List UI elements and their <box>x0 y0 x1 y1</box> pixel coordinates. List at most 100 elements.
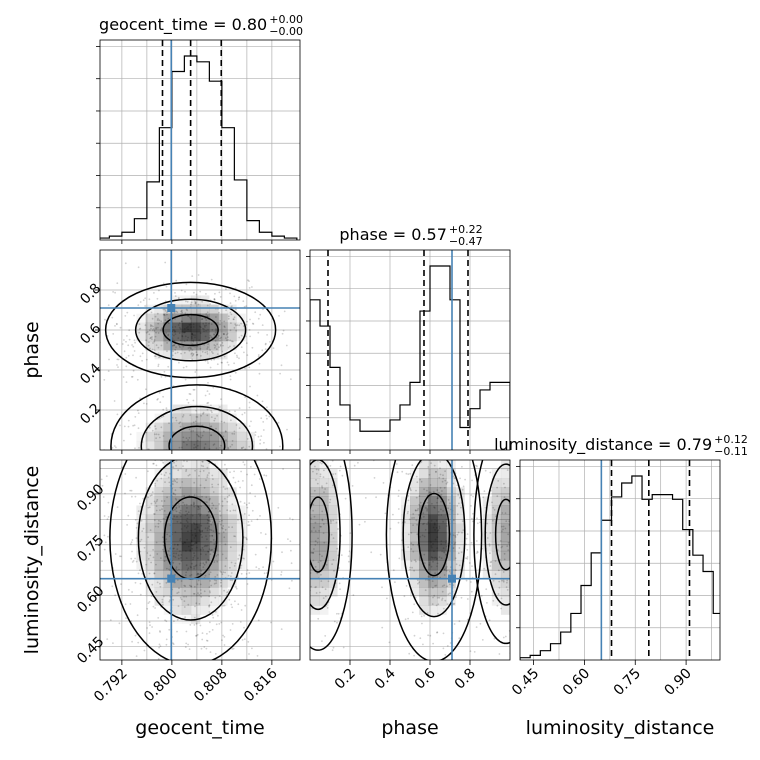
density-luminosity_distance-vs-phase-point <box>442 477 445 480</box>
density-luminosity_distance-vs-geocent_time-point <box>209 553 212 556</box>
density-luminosity_distance-vs-phase-point <box>440 493 443 496</box>
density-luminosity_distance-vs-phase-point <box>489 471 492 474</box>
density-luminosity_distance-vs-geocent_time-point <box>178 506 181 508</box>
density-phase-vs-geocent_time-point <box>139 397 142 400</box>
density-luminosity_distance-vs-phase-cell <box>310 523 320 534</box>
density-luminosity_distance-vs-phase-point <box>513 589 515 591</box>
density-luminosity_distance-vs-phase-point <box>307 534 309 536</box>
density-luminosity_distance-vs-phase-point <box>454 536 457 538</box>
density-phase-vs-geocent_time-point <box>254 455 256 457</box>
density-phase-vs-geocent_time-point <box>227 447 230 450</box>
density-phase-vs-geocent_time-point <box>180 310 183 313</box>
density-luminosity_distance-vs-geocent_time-point <box>210 584 213 587</box>
density-luminosity_distance-vs-phase-cell <box>491 578 502 588</box>
density-luminosity_distance-vs-phase-point <box>470 581 472 583</box>
density-luminosity_distance-vs-phase-point <box>324 635 327 637</box>
density-luminosity_distance-vs-phase-point <box>337 528 339 530</box>
density-luminosity_distance-vs-phase-point <box>407 546 410 548</box>
density-luminosity_distance-vs-geocent_time-point <box>196 572 199 575</box>
density-luminosity_distance-vs-geocent_time-point <box>184 616 187 619</box>
density-luminosity_distance-vs-geocent_time-point <box>135 527 138 529</box>
density-phase-vs-geocent_time-point <box>127 425 130 428</box>
density-phase-vs-geocent_time-point <box>187 315 190 317</box>
density-luminosity_distance-vs-geocent_time-point <box>178 511 181 514</box>
density-luminosity_distance-vs-phase-cell <box>310 487 320 497</box>
density-phase-vs-geocent_time-point <box>223 325 226 328</box>
density-luminosity_distance-vs-phase-point <box>284 656 286 658</box>
density-luminosity_distance-vs-geocent_time-point <box>177 503 180 505</box>
density-luminosity_distance-vs-geocent_time-point <box>231 383 233 385</box>
density-luminosity_distance-vs-phase-cell <box>446 496 456 506</box>
density-phase-vs-geocent_time-cell <box>172 350 183 360</box>
density-luminosity_distance-vs-geocent_time-cell <box>236 523 246 534</box>
density-luminosity_distance-vs-phase-point <box>442 632 445 635</box>
density-luminosity_distance-vs-phase-point <box>452 519 455 522</box>
density-luminosity_distance-vs-geocent_time-point <box>205 479 207 482</box>
density-phase-vs-geocent_time-point <box>251 286 253 288</box>
density-luminosity_distance-vs-phase-point <box>503 552 506 555</box>
density-phase-vs-geocent_time-point <box>139 355 142 358</box>
density-luminosity_distance-vs-phase-point <box>526 605 528 607</box>
density-luminosity_distance-vs-phase-point <box>455 670 457 672</box>
density-luminosity_distance-vs-phase-point <box>442 356 444 358</box>
density-phase-vs-geocent_time-point <box>149 325 152 328</box>
density-luminosity_distance-vs-geocent_time-point <box>161 601 164 604</box>
density-luminosity_distance-vs-phase-point <box>523 584 525 586</box>
density-phase-vs-geocent_time-point <box>178 422 181 425</box>
density-phase-vs-geocent_time-point <box>174 292 176 294</box>
density-phase-vs-geocent_time-point <box>204 317 207 320</box>
density-luminosity_distance-vs-geocent_time-point <box>166 496 169 499</box>
density-luminosity_distance-vs-geocent_time-cell <box>181 487 192 497</box>
density-luminosity_distance-vs-geocent_time-point <box>214 653 217 655</box>
density-phase-vs-geocent_time-point <box>134 416 137 418</box>
density-luminosity_distance-vs-phase-point <box>491 501 493 504</box>
density-luminosity_distance-vs-phase-point <box>418 495 421 497</box>
density-luminosity_distance-vs-geocent_time-cell <box>163 478 174 488</box>
density-phase-vs-geocent_time-cell <box>145 313 155 324</box>
density-luminosity_distance-vs-phase-point <box>407 473 410 476</box>
density-luminosity_distance-vs-phase-cell <box>482 569 493 579</box>
density-luminosity_distance-vs-geocent_time-cell <box>145 532 155 543</box>
density-luminosity_distance-vs-geocent_time-point <box>140 538 143 541</box>
density-luminosity_distance-vs-phase-cell <box>310 569 320 579</box>
density-luminosity_distance-vs-geocent_time-point <box>185 503 188 506</box>
density-luminosity_distance-vs-geocent_time-point <box>245 536 247 539</box>
density-phase-vs-geocent_time-point <box>127 354 130 357</box>
density-luminosity_distance-vs-phase-point <box>412 543 414 546</box>
density-phase-vs-geocent_time-point <box>216 329 218 332</box>
density-phase-vs-geocent_time-cell <box>236 331 246 342</box>
density-phase-vs-geocent_time-contour-0-2 <box>104 281 277 379</box>
density-luminosity_distance-vs-phase-point <box>482 496 485 499</box>
density-luminosity_distance-vs-phase-point <box>465 543 467 546</box>
density-luminosity_distance-vs-geocent_time-point <box>265 474 268 477</box>
density-luminosity_distance-vs-geocent_time-point <box>205 560 208 563</box>
density-phase-vs-geocent_time-point <box>261 505 263 507</box>
density-luminosity_distance-vs-geocent_time-cell <box>227 578 237 588</box>
density-luminosity_distance-vs-phase-point <box>441 590 444 593</box>
density-luminosity_distance-vs-geocent_time-point <box>134 634 137 637</box>
density-phase-vs-geocent_time-point <box>210 434 213 437</box>
density-luminosity_distance-vs-geocent_time-point <box>142 497 145 500</box>
density-luminosity_distance-vs-geocent_time-point <box>201 460 204 463</box>
density-luminosity_distance-vs-geocent_time-cell <box>209 605 219 615</box>
density-luminosity_distance-vs-geocent_time-contour-0-2 <box>109 460 273 660</box>
density-phase-vs-geocent_time-point <box>213 334 216 336</box>
density-phase-vs-geocent_time-point <box>163 314 166 317</box>
density-luminosity_distance-vs-phase-point <box>513 553 515 555</box>
density-phase-vs-geocent_time-point <box>123 439 125 442</box>
density-phase-vs-geocent_time-point <box>178 345 181 347</box>
density-luminosity_distance-vs-geocent_time-point <box>241 639 244 641</box>
density-luminosity_distance-vs-phase-point <box>500 597 503 600</box>
density-luminosity_distance-vs-phase-contour-2-2 <box>473 460 510 645</box>
density-phase-vs-geocent_time-point <box>285 452 287 454</box>
density-luminosity_distance-vs-geocent_time-point <box>124 603 127 606</box>
density-phase-vs-geocent_time-point <box>240 447 243 449</box>
density-luminosity_distance-vs-phase-point <box>289 495 291 497</box>
density-luminosity_distance-vs-geocent_time-point <box>219 581 222 584</box>
density-luminosity_distance-vs-phase-cell <box>419 469 429 479</box>
density-luminosity_distance-vs-phase-cell <box>419 578 429 588</box>
density-luminosity_distance-vs-geocent_time-point <box>239 500 242 503</box>
density-phase-vs-geocent_time-point <box>117 358 120 361</box>
density-luminosity_distance-vs-phase-point <box>417 579 419 582</box>
density-luminosity_distance-vs-phase-cell <box>419 541 429 552</box>
